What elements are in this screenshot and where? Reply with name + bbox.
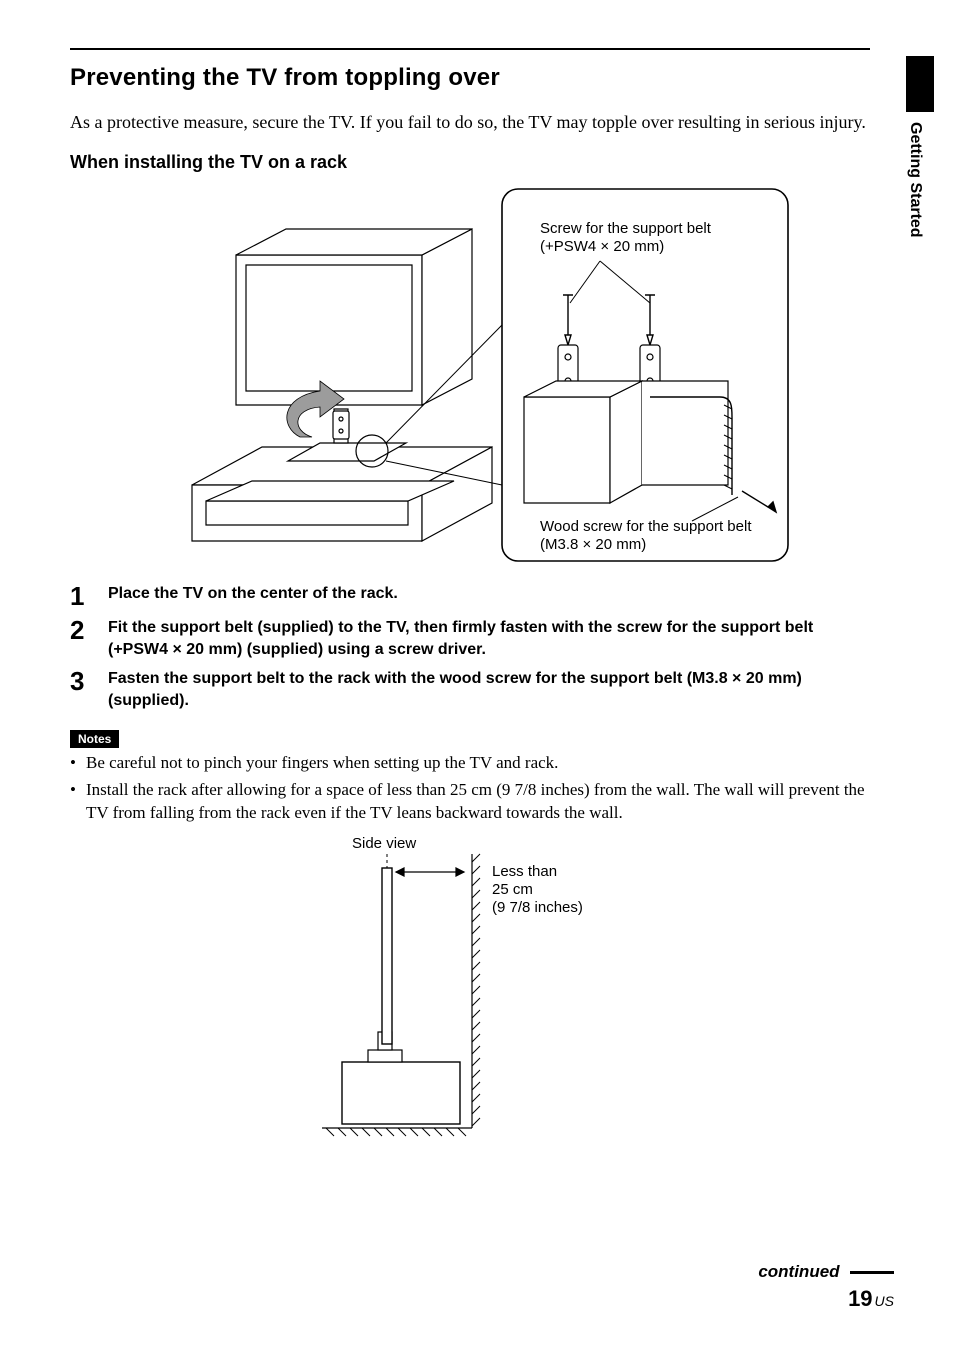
callout-top-line2: (+PSW4 × 20 mm) [540, 238, 664, 255]
section-label: Getting Started [906, 112, 924, 238]
svg-text:Wood screw for the support bel: Wood screw for the support belt [540, 518, 752, 535]
continued-indicator: continued [758, 1262, 894, 1282]
step-number: 1 [70, 583, 90, 609]
page-number: 19US [758, 1286, 894, 1312]
intro-paragraph: As a protective measure, secure the TV. … [70, 110, 870, 134]
bullet-icon: • [70, 779, 80, 825]
step-text: Place the TV on the center of the rack. [108, 583, 398, 605]
page-footer: continued 19US [758, 1262, 894, 1312]
svg-text:25 cm: 25 cm [492, 881, 533, 898]
step-number: 2 [70, 617, 90, 643]
callout-bottom-line2: (M3.8 × 20 mm) [540, 536, 646, 553]
figure2-label-line1: Less than [492, 863, 557, 880]
step-list: 1 Place the TV on the center of the rack… [70, 583, 894, 711]
svg-text:Less than: Less than [492, 863, 557, 880]
step-item: 3 Fasten the support belt to the rack wi… [70, 668, 894, 711]
document-page: Getting Started Preventing the TV from t… [0, 0, 954, 1352]
step-text: Fasten the support belt to the rack with… [108, 668, 868, 711]
figure-1-container: Screw for the support belt (+PSW4 × 20 m… [70, 185, 894, 565]
notes-label: Notes [70, 730, 119, 748]
continued-rule [850, 1271, 894, 1274]
figure2-title: Side view [352, 835, 416, 852]
side-tab-marker [906, 56, 934, 112]
figure-2-container: Side view [70, 832, 894, 1138]
note-item: • Install the rack after allowing for a … [70, 779, 870, 825]
svg-text:Side view: Side view [352, 835, 416, 852]
svg-text:(+PSW4 × 20 mm): (+PSW4 × 20 mm) [540, 238, 664, 255]
callout-top-line1: Screw for the support belt [540, 220, 712, 237]
note-text: Install the rack after allowing for a sp… [86, 779, 870, 825]
page-number-value: 19 [848, 1286, 872, 1311]
continued-text: continued [758, 1262, 839, 1281]
note-item: • Be careful not to pinch your fingers w… [70, 752, 870, 775]
note-text: Be careful not to pinch your fingers whe… [86, 752, 558, 775]
step-item: 2 Fit the support belt (supplied) to the… [70, 617, 894, 660]
svg-text:Screw for the support belt: Screw for the support belt [540, 220, 712, 237]
tv-rack-diagram: Screw for the support belt (+PSW4 × 20 m… [172, 185, 792, 565]
step-item: 1 Place the TV on the center of the rack… [70, 583, 894, 609]
subsection-title: When installing the TV on a rack [70, 152, 894, 173]
step-text: Fit the support belt (supplied) to the T… [108, 617, 868, 660]
callout-bottom-line1: Wood screw for the support belt [540, 518, 752, 535]
side-view-diagram: Side view [312, 832, 652, 1138]
section-rule [70, 48, 870, 50]
svg-text:(9 7/8 inches): (9 7/8 inches) [492, 899, 583, 916]
figure2-label-line3: (9 7/8 inches) [492, 899, 583, 916]
side-tab: Getting Started [906, 56, 934, 238]
figure2-label-line2: 25 cm [492, 881, 533, 898]
svg-text:(M3.8 × 20 mm): (M3.8 × 20 mm) [540, 536, 646, 553]
page-number-suffix: US [875, 1293, 894, 1309]
step-number: 3 [70, 668, 90, 694]
page-title: Preventing the TV from toppling over [70, 64, 894, 92]
bullet-icon: • [70, 752, 80, 775]
